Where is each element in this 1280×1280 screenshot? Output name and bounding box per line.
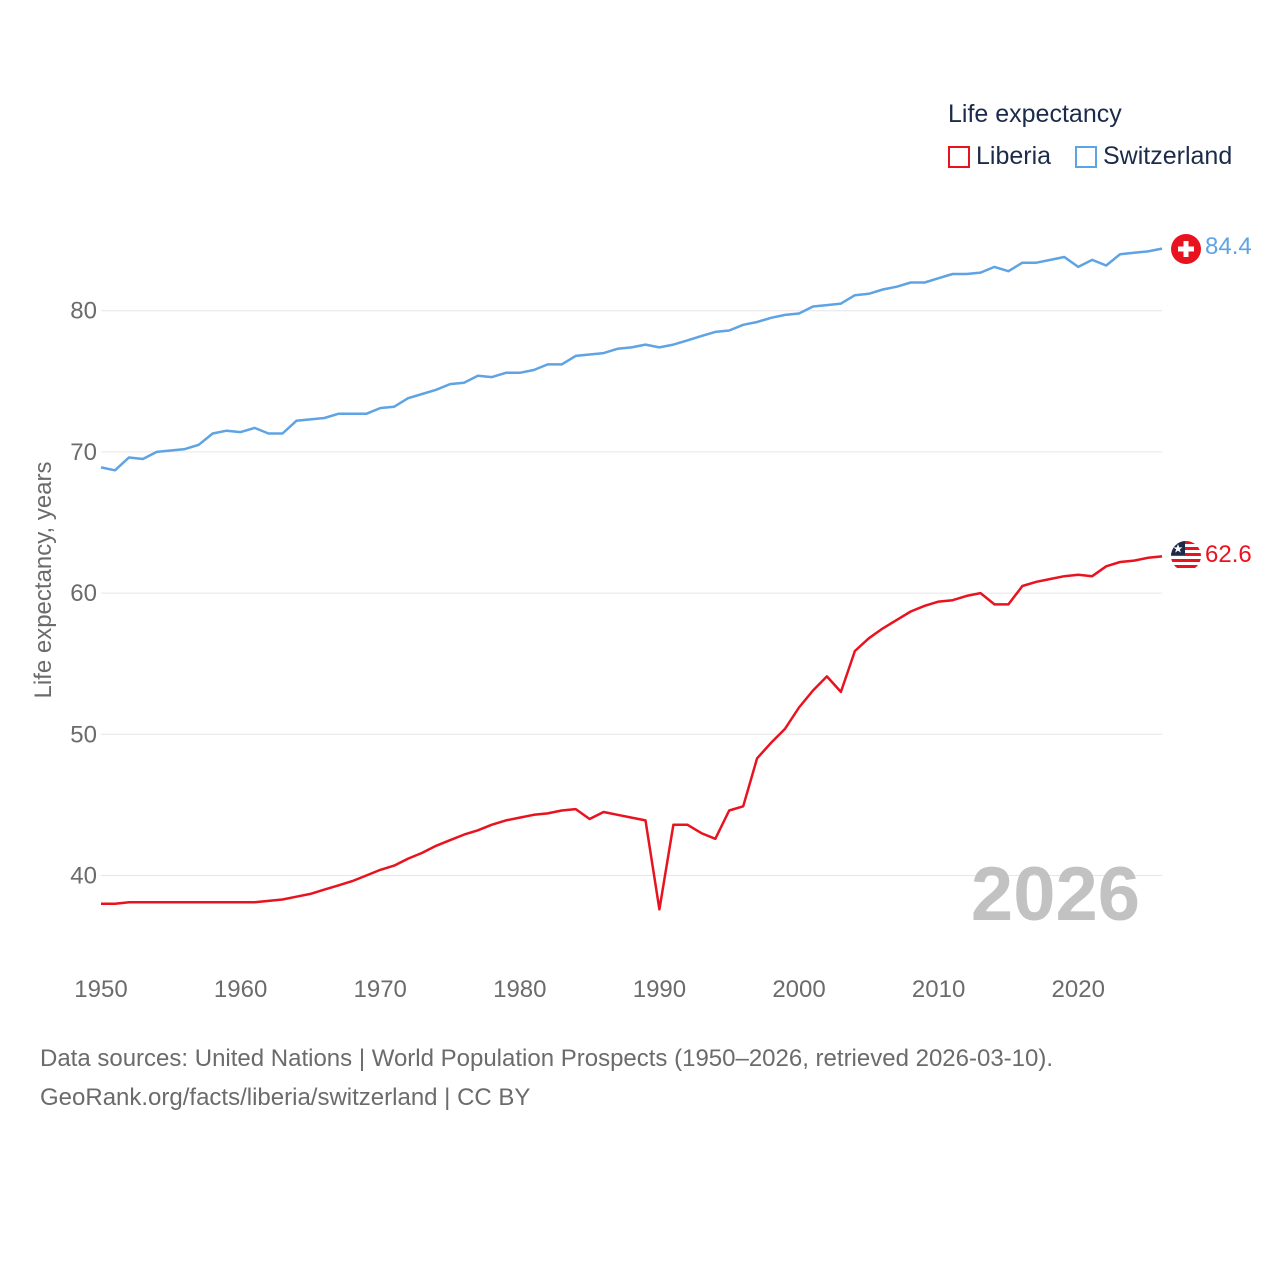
gridlines: [101, 310, 1162, 876]
line-chart: 40 50 60 70 80 1950 1960 1970 1980 1990 2000 2010 2…: [30, 233, 1252, 1003]
x-tick-label: 2020: [1052, 976, 1105, 1003]
x-tick-label: 1980: [493, 976, 546, 1003]
x-tick-label: 1960: [214, 976, 267, 1003]
y-tick-label: 50: [70, 721, 97, 748]
end-label-switzerland: 84.4: [1205, 233, 1252, 260]
legend-title: Life expectancy: [948, 100, 1122, 128]
liberia-flag-icon: [1171, 541, 1201, 571]
legend-label-liberia: Liberia: [976, 142, 1052, 170]
x-tick-label: 1950: [74, 976, 127, 1003]
series-line-switzerland[interactable]: [100, 247, 1163, 472]
footer-attribution[interactable]: GeoRank.org/facts/liberia/switzerland | …: [40, 1084, 531, 1111]
switzerland-flag-icon: [1171, 234, 1201, 264]
legend-swatch-liberia: [948, 145, 970, 168]
footer-sources: Data sources: United Nations | World Pop…: [40, 1045, 1054, 1072]
year-watermark: 2026: [971, 852, 1140, 937]
series-lines: [100, 247, 1163, 911]
y-tick-label: 60: [70, 580, 97, 607]
y-tick-label: 40: [70, 863, 97, 890]
end-label-liberia: 62.6: [1205, 541, 1252, 568]
legend-item-liberia[interactable]: Liberia: [948, 142, 1051, 171]
y-axis-ticks: 40 50 60 70 80: [70, 298, 97, 890]
x-tick-label: 2000: [772, 976, 825, 1003]
y-axis-title: Life expectancy, years: [30, 461, 57, 698]
x-axis-ticks: 1950 1960 1970 1980 1990 2000 2010 2020: [74, 976, 1105, 1003]
x-tick-label: 1970: [354, 976, 407, 1003]
series-line-liberia[interactable]: [101, 555, 1163, 911]
y-tick-label: 80: [70, 298, 97, 325]
legend-label-switzerland: Switzerland: [1103, 142, 1233, 170]
legend-swatch-switzerland: [1075, 145, 1097, 168]
legend-item-switzerland[interactable]: Switzerland: [1075, 142, 1232, 171]
y-tick-label: 70: [70, 439, 97, 466]
x-tick-label: 1990: [633, 976, 686, 1003]
x-tick-label: 2010: [912, 976, 965, 1003]
